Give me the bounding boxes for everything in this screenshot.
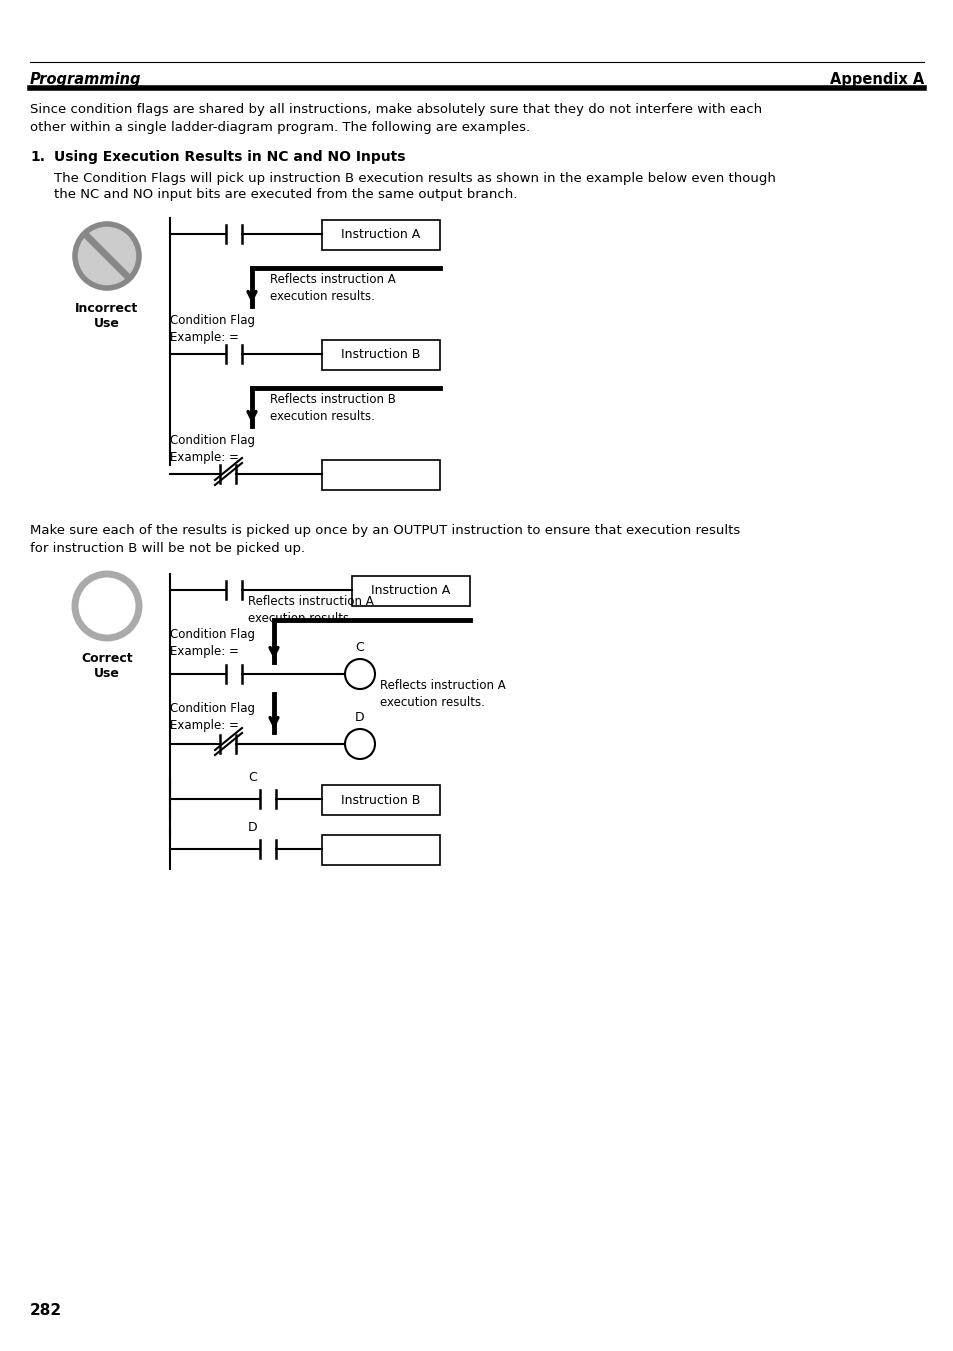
Text: Reflects instruction A
execution results.: Reflects instruction A execution results… [379, 680, 505, 709]
Bar [322, 785, 439, 815]
Text: Programming: Programming [30, 72, 141, 86]
Text: Correct
Use: Correct Use [81, 653, 132, 680]
Text: The Condition Flags will pick up instruction B execution results as shown in the: The Condition Flags will pick up instruc… [54, 172, 775, 185]
Circle shape [75, 224, 139, 288]
Text: Make sure each of the results is picked up once by an OUTPUT instruction to ensu: Make sure each of the results is picked … [30, 524, 740, 536]
Text: Appendix A: Appendix A [829, 72, 923, 86]
Text: Condition Flag
Example: =: Condition Flag Example: = [170, 703, 254, 732]
Text: Since condition flags are shared by all instructions, make absolutely sure that : Since condition flags are shared by all … [30, 103, 761, 134]
Text: for instruction B will be not be picked up.: for instruction B will be not be picked … [30, 542, 305, 555]
Text: Instruction B: Instruction B [341, 793, 420, 807]
Text: Using Execution Results in NC and NO Inputs: Using Execution Results in NC and NO Inp… [54, 150, 405, 163]
Bar [322, 459, 439, 490]
Bar [352, 576, 470, 607]
Text: Reflects instruction A
execution results.: Reflects instruction A execution results… [248, 594, 374, 626]
Text: the NC and NO input bits are executed from the same output branch.: the NC and NO input bits are executed fr… [54, 188, 517, 201]
Text: 1.: 1. [30, 150, 45, 163]
Text: D: D [355, 711, 364, 724]
Bar [322, 835, 439, 865]
Text: C: C [248, 771, 256, 784]
Text: Incorrect
Use: Incorrect Use [75, 303, 138, 330]
Text: Instruction B: Instruction B [341, 349, 420, 362]
Bar [322, 340, 439, 370]
Text: Reflects instruction A
execution results.: Reflects instruction A execution results… [270, 273, 395, 303]
Text: Reflects instruction B
execution results.: Reflects instruction B execution results… [270, 393, 395, 423]
Text: Instruction A: Instruction A [371, 585, 450, 597]
Text: C: C [355, 640, 364, 654]
Text: Condition Flag
Example: =: Condition Flag Example: = [170, 434, 254, 463]
Text: Condition Flag
Example: =: Condition Flag Example: = [170, 313, 254, 345]
Bar [322, 220, 439, 250]
Text: 282: 282 [30, 1302, 62, 1319]
Text: D: D [248, 821, 257, 834]
Text: Instruction A: Instruction A [341, 228, 420, 242]
Text: Condition Flag
Example: =: Condition Flag Example: = [170, 628, 254, 658]
